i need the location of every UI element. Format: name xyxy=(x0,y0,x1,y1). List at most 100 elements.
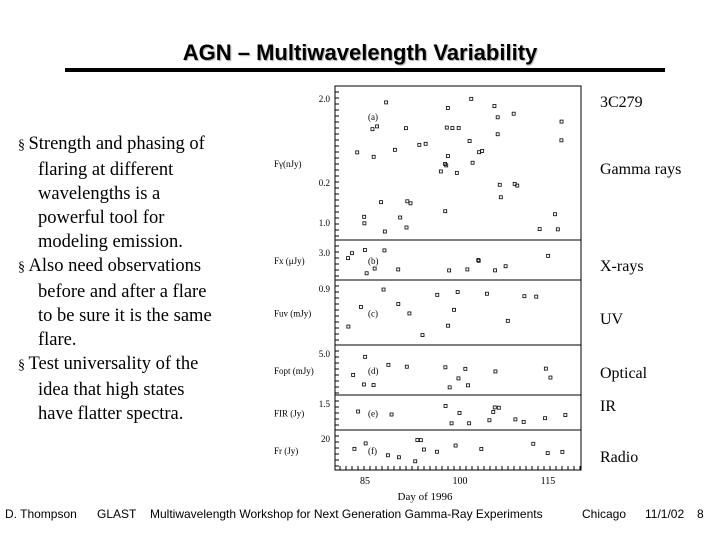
figure-dot xyxy=(435,292,440,297)
figure-dot xyxy=(443,404,448,408)
figure-dot xyxy=(355,150,360,155)
figure-dot xyxy=(537,227,542,232)
figure-dot xyxy=(498,195,503,200)
panel-tag: (d) xyxy=(368,366,379,376)
figure-dot xyxy=(447,268,452,273)
figure-dot xyxy=(453,443,458,448)
figure-dot xyxy=(382,248,387,253)
figure-dot xyxy=(350,251,354,256)
figure-dot xyxy=(385,453,390,458)
bullet: Also need observations before and after … xyxy=(18,254,218,352)
figure-dot xyxy=(396,302,401,306)
figure-dot xyxy=(446,323,450,328)
panel-tag: (e) xyxy=(368,409,378,419)
figure-dot xyxy=(480,149,485,153)
figure-dot xyxy=(559,119,564,124)
figure-dot xyxy=(485,291,489,296)
x-tick-label: 115 xyxy=(541,476,556,487)
figure-dot xyxy=(363,248,367,252)
figure-dot xyxy=(446,154,450,159)
figure-dot xyxy=(447,385,452,390)
figure-dot xyxy=(559,138,564,143)
figure-dot xyxy=(457,411,462,415)
panel-tag: (a) xyxy=(368,112,378,122)
figure-dot xyxy=(445,106,450,110)
figure-dot xyxy=(396,267,401,272)
footer-text: 8 xyxy=(697,507,704,521)
figure-dot xyxy=(418,438,423,443)
figure-dot xyxy=(435,449,439,454)
figure-dot xyxy=(546,253,551,258)
figure-dot xyxy=(443,162,448,166)
band-label: Optical xyxy=(600,365,648,382)
figure-dot xyxy=(491,410,496,414)
figure-dot xyxy=(476,258,481,263)
panel-tag: (c) xyxy=(368,309,378,319)
panel-tick-label: 0.2 xyxy=(319,178,330,188)
panel-tick-label: 3.0 xyxy=(319,248,331,258)
figure-dot xyxy=(375,124,380,129)
panel-axis-label: Fγ(nJy) xyxy=(274,159,301,169)
figure-dot xyxy=(346,256,350,261)
figure-dot xyxy=(563,413,568,417)
band-label: UV xyxy=(600,311,624,328)
figure-dot xyxy=(463,366,468,371)
figure-dot xyxy=(438,169,443,174)
figure-dot xyxy=(543,416,547,421)
bullet-list: Strength and phasing of flaring at diffe… xyxy=(18,132,218,426)
x-tick-label: 85 xyxy=(360,476,370,487)
figure-dot xyxy=(449,421,454,426)
figure-dot xyxy=(512,181,517,186)
figure-dot xyxy=(405,199,410,204)
band-label: IR xyxy=(600,398,616,415)
figure-dot xyxy=(477,150,482,155)
figure-dot xyxy=(362,214,367,219)
figure-dot xyxy=(413,459,418,464)
panel-axis-label: Fopt (mJy) xyxy=(274,366,314,376)
figure-dot xyxy=(469,96,474,101)
figure-dot xyxy=(495,132,500,137)
figure-dot xyxy=(531,441,536,446)
x-tick-label: 100 xyxy=(453,476,468,487)
figure-frame xyxy=(334,85,582,471)
figure-dot xyxy=(467,421,472,426)
figure-dot xyxy=(513,417,518,422)
figure-dot xyxy=(407,311,412,316)
x-axis-label: Day of 1996 xyxy=(398,491,453,503)
panel-tick-label: 2.0 xyxy=(319,94,331,104)
figure-dot xyxy=(443,209,448,214)
figure-dot xyxy=(511,111,516,116)
figure-dot xyxy=(393,147,397,152)
panel-tick-label: 1.5 xyxy=(319,399,331,409)
figure-dot xyxy=(420,333,425,337)
figure-dot xyxy=(382,229,387,234)
band-label: Gamma rays xyxy=(600,161,682,178)
figure-dot xyxy=(404,364,409,369)
figure-dot xyxy=(534,294,539,299)
figure-dot xyxy=(423,141,428,146)
figure-dot xyxy=(346,324,351,329)
figure-dot xyxy=(381,287,386,292)
figure-dot xyxy=(505,318,510,323)
figure-dot xyxy=(384,100,389,105)
bullet: Test universality of the idea that high … xyxy=(18,352,218,426)
figure-dot xyxy=(456,376,461,381)
figure-dot xyxy=(545,451,550,456)
figure-dot xyxy=(450,126,455,130)
figure-dot xyxy=(363,441,368,446)
figure-dot xyxy=(467,139,472,143)
figure-dot xyxy=(497,182,502,187)
figure-dot xyxy=(522,294,527,299)
figure-dot xyxy=(470,160,475,165)
figure-dot xyxy=(408,201,413,206)
figure-dot xyxy=(452,307,456,312)
footer-text: GLAST xyxy=(97,507,137,521)
figure-dot xyxy=(454,170,459,175)
figure-dot xyxy=(415,438,420,442)
panel-tick-label: 1.0 xyxy=(319,218,331,228)
figure-dot xyxy=(493,268,497,273)
figure-dot xyxy=(359,305,363,309)
figure-dot xyxy=(372,266,377,271)
